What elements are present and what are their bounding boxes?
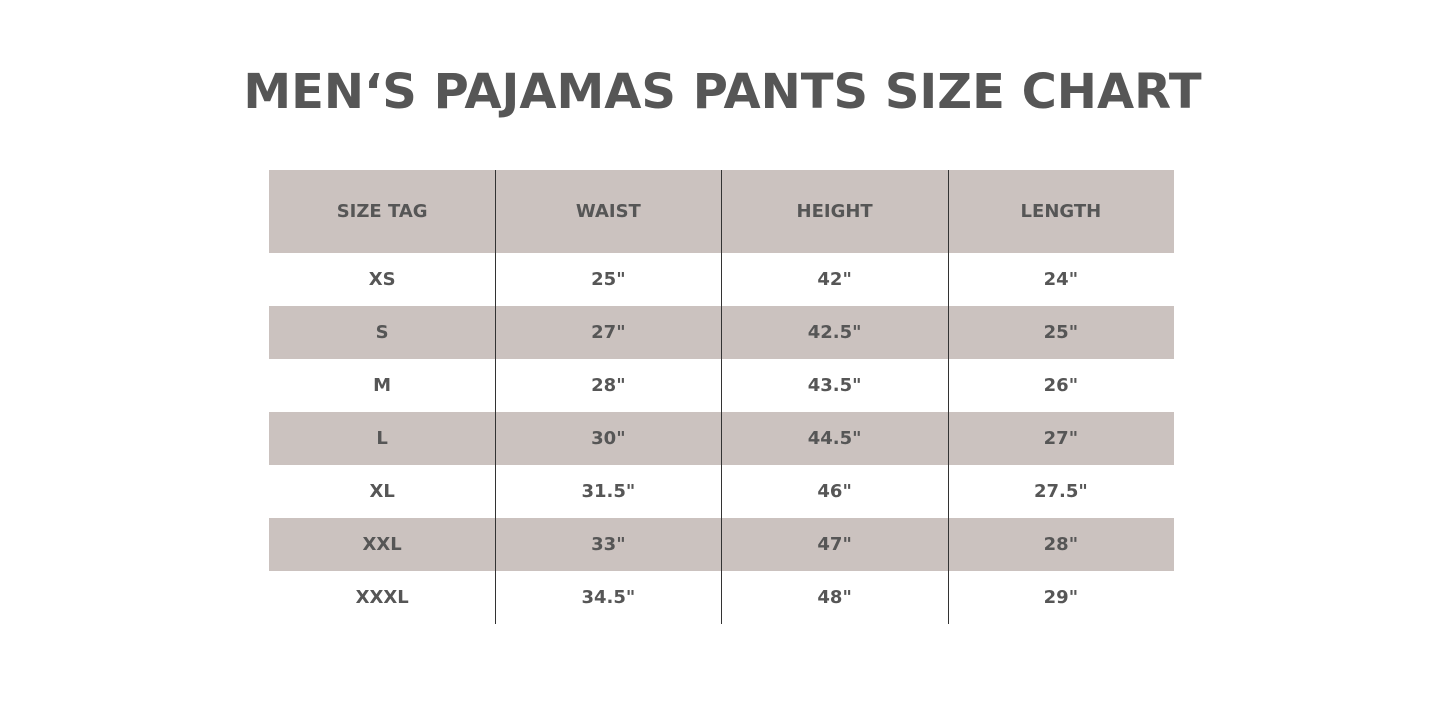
length-cell: 24" (1043, 269, 1079, 290)
size-tag-cell: S (375, 322, 389, 343)
column-divider (721, 170, 722, 624)
length-cell: 27" (1043, 428, 1079, 449)
height-cell: 43.5" (807, 375, 862, 396)
waist-cell: 30" (591, 428, 626, 449)
size-tag-cell: XS (368, 269, 396, 290)
length-cell: 29" (1043, 587, 1079, 608)
height-cell: 48" (817, 587, 852, 608)
size-tag-cell: XL (369, 481, 395, 502)
size-tag-cell: L (376, 428, 388, 449)
column-divider (495, 170, 496, 624)
length-cell: 26" (1043, 375, 1079, 396)
waist-cell: 34.5" (581, 587, 636, 608)
length-cell: 25" (1043, 322, 1079, 343)
header-height: HEIGHT (796, 201, 873, 222)
waist-cell: 33" (591, 534, 626, 555)
header-waist: WAIST (575, 201, 641, 222)
waist-cell: 28" (591, 375, 626, 396)
header-size-tag: SIZE TAG (336, 201, 428, 222)
table-row: M 28" 43.5" 26" (269, 359, 1174, 412)
waist-cell: 25" (591, 269, 626, 290)
height-cell: 47" (817, 534, 852, 555)
table-row: XS 25" 42" 24" (269, 253, 1174, 306)
height-cell: 42.5" (807, 322, 862, 343)
waist-cell: 27" (591, 322, 626, 343)
table-row: XXXL 34.5" 48" 29" (269, 571, 1174, 624)
column-divider (948, 170, 949, 624)
length-cell: 27.5" (1033, 481, 1088, 502)
size-tag-cell: XXXL (355, 587, 409, 608)
height-cell: 44.5" (807, 428, 862, 449)
height-cell: 42" (817, 269, 852, 290)
length-cell: 28" (1043, 534, 1079, 555)
table-row: XL 31.5" 46" 27.5" (269, 465, 1174, 518)
size-tag-cell: M (373, 375, 392, 396)
page-title: MEN‘S PAJAMAS PANTS SIZE CHART (243, 64, 1202, 120)
header-length: LENGTH (1020, 201, 1102, 222)
height-cell: 46" (817, 481, 852, 502)
size-tag-cell: XXL (362, 534, 402, 555)
waist-cell: 31.5" (581, 481, 636, 502)
